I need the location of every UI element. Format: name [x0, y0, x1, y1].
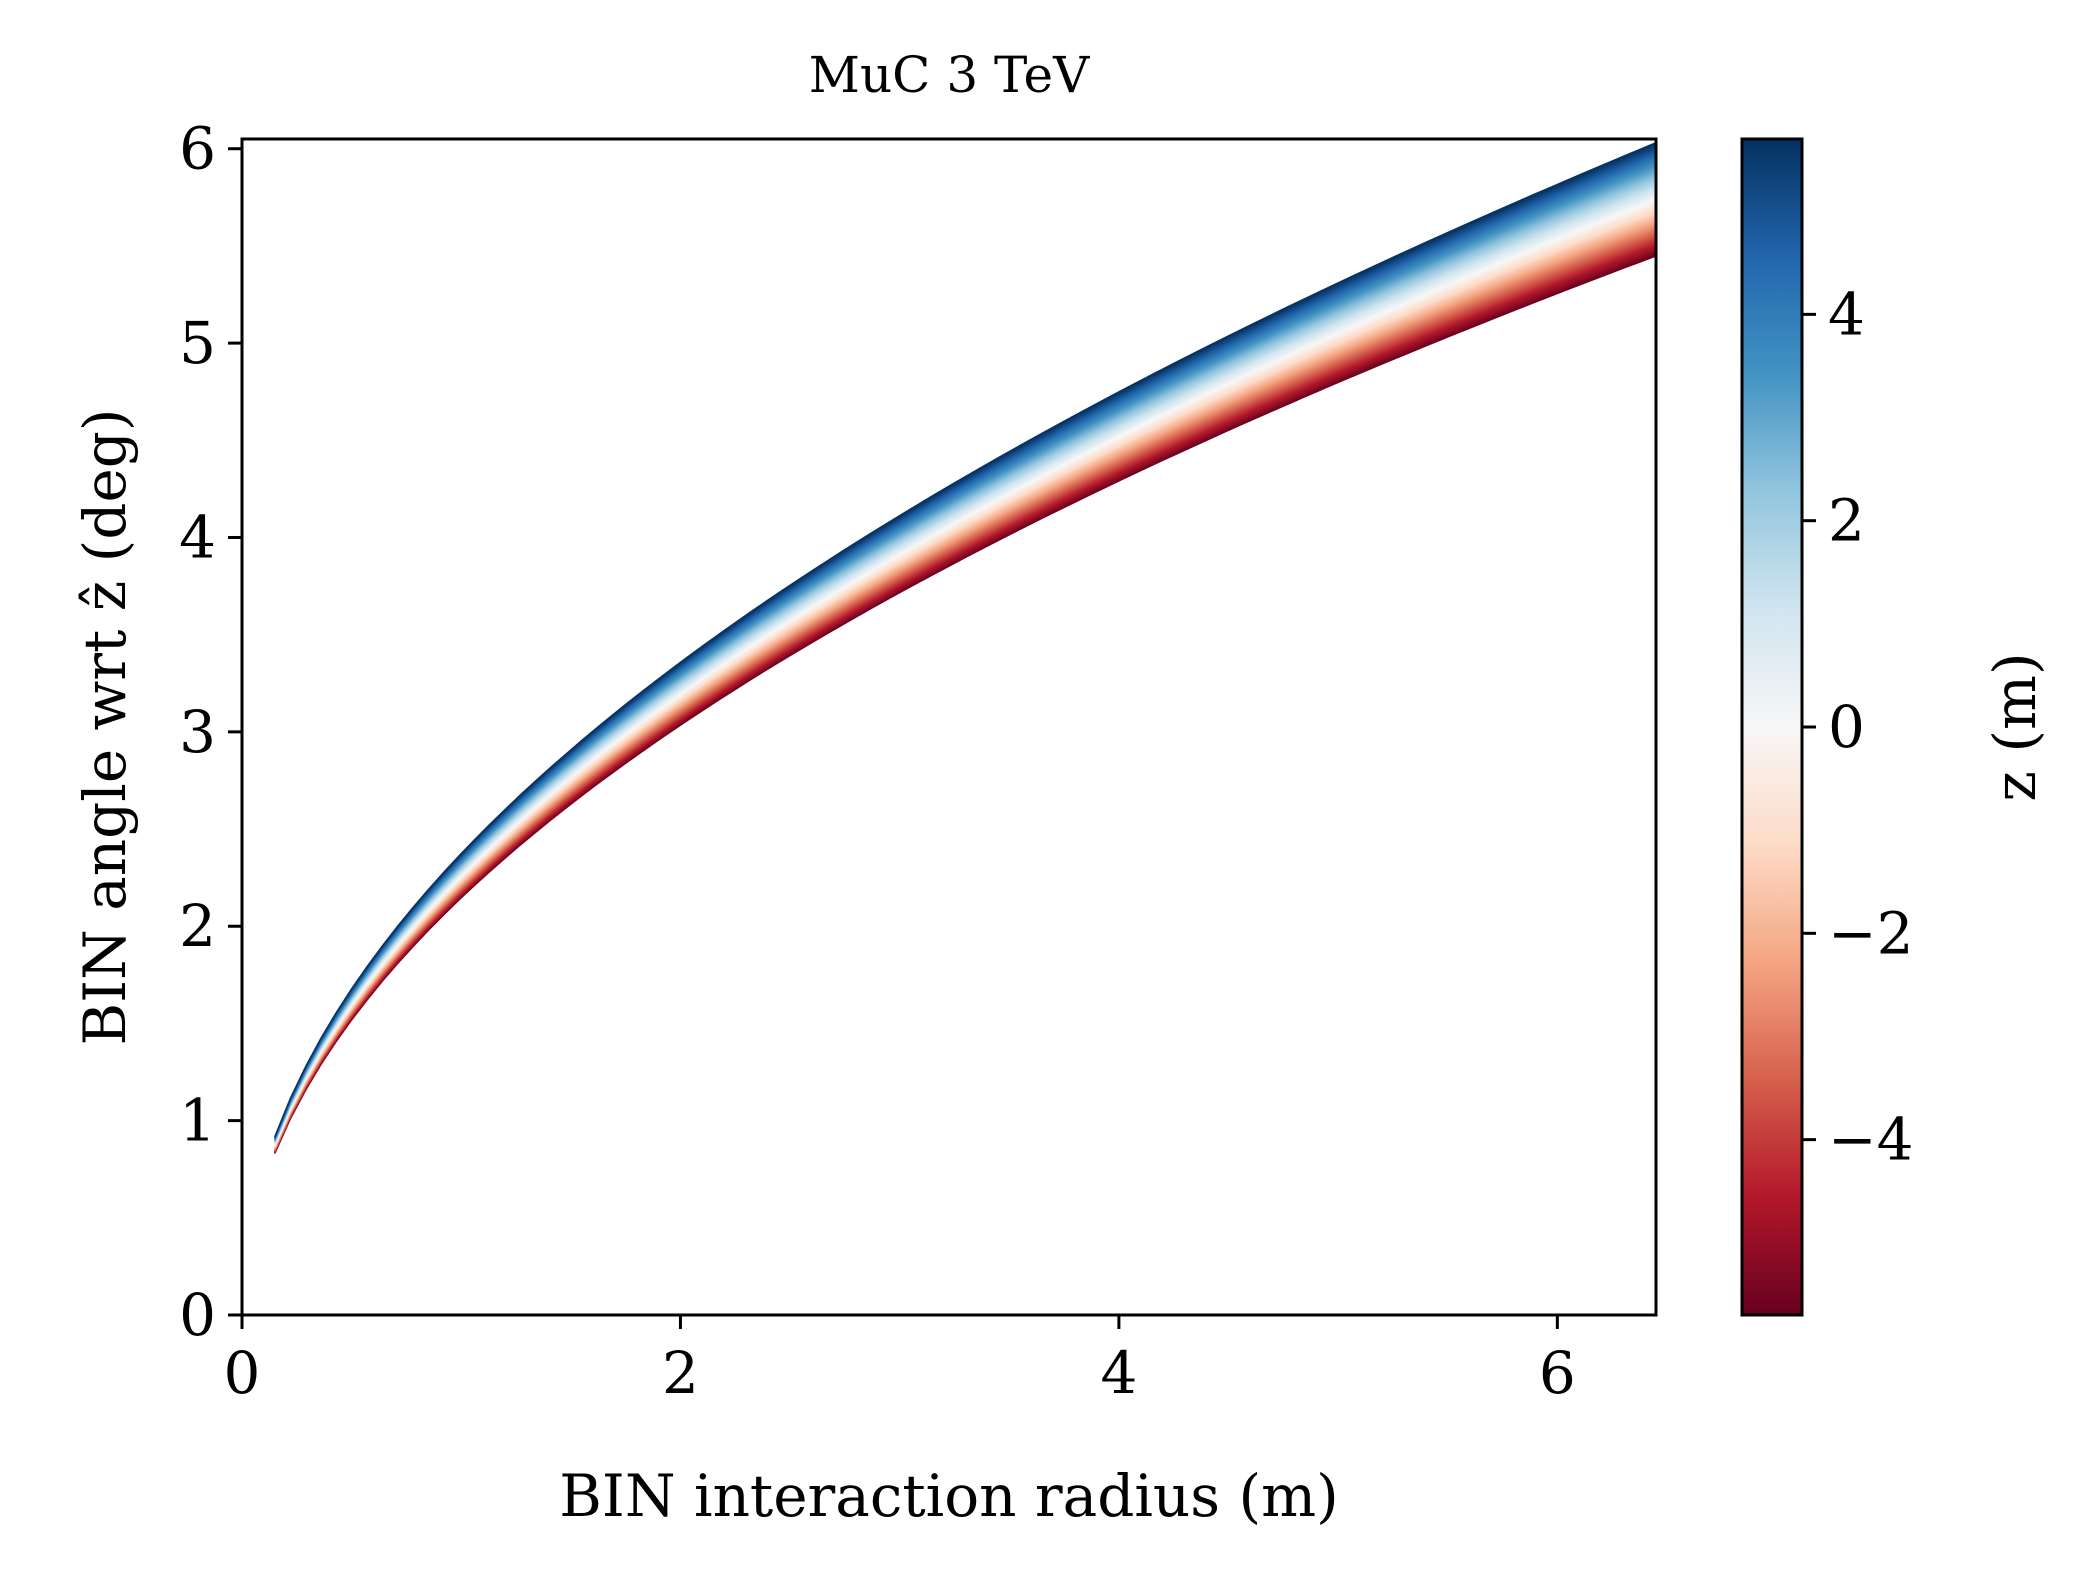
band-strip	[274, 218, 1656, 1149]
y-tick-label: 4	[179, 503, 216, 571]
chart-title: MuC 3 TeV	[809, 46, 1090, 104]
band-strip	[274, 235, 1656, 1151]
plot-frame	[240, 137, 1658, 1317]
band-strip	[274, 204, 1656, 1147]
colorbar-tick-label: 2	[1828, 487, 1865, 555]
band-strip	[274, 239, 1656, 1152]
y-tick-label: 2	[179, 892, 216, 960]
x-tick-label: 4	[1100, 1339, 1137, 1407]
colorbar-tick-label: 0	[1828, 693, 1865, 761]
band-strip	[274, 221, 1656, 1149]
band-strip	[274, 228, 1656, 1150]
band-strip	[274, 252, 1656, 1154]
band-strip	[274, 141, 1656, 1137]
band-strip	[274, 195, 1656, 1145]
band-strip	[274, 194, 1656, 1145]
band-strip	[274, 225, 1656, 1150]
band-strip	[274, 217, 1656, 1149]
band-strip	[274, 254, 1656, 1154]
band-strip	[274, 207, 1656, 1147]
y-tick-label: 3	[179, 698, 216, 766]
band-strip	[274, 202, 1656, 1146]
band-strip	[274, 241, 1656, 1152]
band-strip	[274, 231, 1656, 1151]
band-strip	[274, 197, 1656, 1146]
band-strip	[274, 212, 1656, 1148]
band-strip	[274, 198, 1656, 1146]
y-tick-label: 5	[179, 309, 216, 377]
band-strip	[274, 238, 1656, 1152]
band-strip	[274, 245, 1656, 1153]
y-axis: 0 1 2 3 4 5 6	[179, 115, 242, 1349]
colorbar-axis: −4 −2 0 2 4	[1802, 280, 1914, 1174]
colorbar	[1742, 139, 1802, 1315]
colorbar-tick-label: 4	[1828, 280, 1865, 348]
band-strip	[274, 244, 1656, 1153]
y-tick-label: 6	[179, 115, 216, 183]
y-tick-label: 0	[179, 1281, 216, 1349]
band-strip	[274, 251, 1656, 1154]
data-band	[274, 141, 1656, 1154]
band-strip	[274, 234, 1656, 1151]
y-axis-label: BIN angle wrt ẑ (deg)	[71, 408, 139, 1045]
band-strip	[274, 205, 1656, 1147]
y-tick-label: 1	[179, 1087, 216, 1155]
band-strip	[274, 211, 1656, 1148]
band-strip	[274, 249, 1656, 1154]
band-strip	[274, 200, 1656, 1146]
band-strip	[274, 210, 1656, 1148]
x-tick-label: 2	[662, 1339, 699, 1407]
band-strip	[274, 215, 1656, 1148]
band-strip	[274, 222, 1656, 1150]
band-strip	[274, 214, 1656, 1148]
x-axis-label: BIN interaction radius (m)	[559, 1462, 1338, 1530]
band-strip	[274, 246, 1656, 1153]
band-strip	[274, 224, 1656, 1150]
colorbar-tick-label: −2	[1828, 899, 1914, 967]
x-axis: 0 2 4 6	[224, 1315, 1576, 1407]
x-tick-label: 0	[224, 1339, 261, 1407]
colorbar-tick-label: −4	[1828, 1106, 1914, 1174]
band-strip	[274, 227, 1656, 1150]
band-strip	[274, 236, 1656, 1152]
colorbar-label: z (m)	[1981, 652, 2049, 801]
band-strip	[274, 229, 1656, 1151]
band-strip	[274, 232, 1656, 1151]
band-strip	[274, 248, 1656, 1153]
band-strip	[274, 219, 1656, 1149]
band-strip	[274, 201, 1656, 1146]
band-strip	[274, 242, 1656, 1153]
band-strip	[274, 208, 1656, 1147]
x-tick-label: 6	[1539, 1339, 1576, 1407]
